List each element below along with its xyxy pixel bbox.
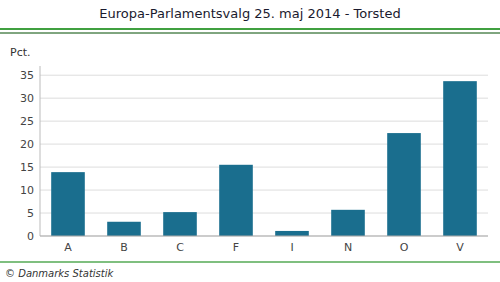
grid [40, 75, 488, 236]
x-tick-label: O [400, 241, 409, 254]
x-tick-label: V [456, 241, 464, 254]
x-tick-label: C [176, 241, 184, 254]
y-tick-label: 35 [20, 69, 34, 82]
title-rule [0, 28, 500, 30]
y-tick-label: 5 [27, 207, 34, 220]
bar [107, 222, 141, 236]
footer: © Danmarks Statistik [5, 268, 115, 279]
y-tick-label: 15 [20, 161, 34, 174]
bar [51, 172, 85, 236]
bar [331, 210, 365, 236]
y-tick-label: 0 [27, 230, 34, 243]
x-tick-label: A [64, 241, 72, 254]
grid-line [40, 75, 488, 76]
y-tick-label: 20 [20, 138, 34, 151]
chart-container: Europa-Parlamentsvalg 25. maj 2014 - Tor… [0, 0, 500, 282]
y-tick-label: 25 [20, 115, 34, 128]
x-tick-label: N [344, 241, 352, 254]
bar [219, 165, 253, 236]
y-tick-label: 10 [20, 184, 34, 197]
y-axis-line [40, 66, 41, 236]
y-axis-label: Pct. [10, 46, 31, 59]
bar [163, 212, 197, 236]
chart-svg: Europa-Parlamentsvalg 25. maj 2014 - Tor… [0, 0, 500, 282]
x-tick-label: F [233, 241, 239, 254]
grid-line [40, 98, 488, 99]
grid-line [40, 121, 488, 122]
x-tick-label: B [120, 241, 128, 254]
bar [275, 231, 309, 236]
y-tick-label: 30 [20, 92, 34, 105]
footer-rule [0, 261, 500, 262]
title-rule [0, 33, 500, 34]
title: Europa-Parlamentsvalg 25. maj 2014 - Tor… [99, 6, 400, 21]
x-tick-label: I [290, 241, 293, 254]
x-axis-line [40, 236, 488, 237]
bars [51, 81, 477, 236]
grid-line [40, 236, 488, 237]
bar [387, 133, 421, 236]
bar [443, 81, 477, 236]
